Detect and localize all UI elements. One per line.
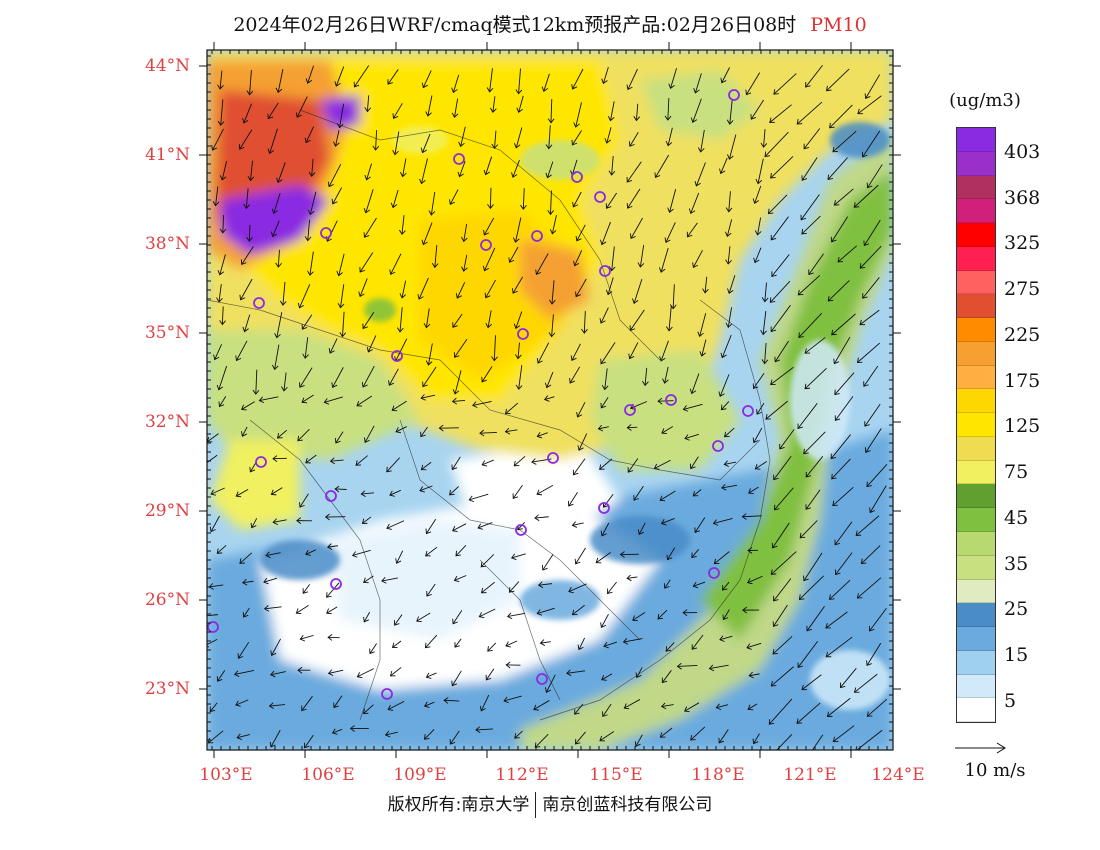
city-marker-icon [536, 673, 548, 685]
legend-color-band [957, 627, 995, 651]
legend-color-band [957, 365, 995, 390]
city-marker-icon [547, 452, 559, 464]
footer-separator [535, 792, 537, 818]
lat-tick: 41°N [145, 145, 190, 165]
legend-label: 5 [1004, 690, 1017, 712]
city-marker-icon [453, 153, 465, 165]
concentration-field [207, 50, 893, 750]
city-marker-icon [712, 440, 724, 452]
legend-color-band [957, 555, 995, 580]
city-marker-icon [320, 227, 332, 239]
city-marker-icon [253, 297, 265, 309]
legend-label: 45 [1004, 507, 1029, 529]
legend-color-band [957, 508, 995, 533]
legend-label: 368 [1004, 187, 1041, 209]
lat-tick: 26°N [145, 590, 190, 610]
legend-color-band [957, 151, 995, 176]
legend-color-band [957, 532, 995, 556]
footer-credit: 版权所有:南京大学 南京创蓝科技有限公司 [0, 790, 1100, 818]
city-marker-icon [207, 621, 219, 633]
city-marker-icon [599, 265, 611, 277]
legend-unit: (ug/m3) [949, 90, 1021, 111]
longitude-labels: 103°E 106°E 109°E 112°E 115°E 118°E 121°… [199, 765, 924, 785]
legend-color-band [957, 650, 995, 675]
wind-reference-vector: 10 m/s [945, 738, 1055, 788]
legend-color-band [957, 579, 995, 604]
city-marker-icon [624, 404, 636, 416]
lat-tick: 35°N [145, 323, 190, 343]
legend-color-band [957, 270, 995, 295]
city-marker-icon [391, 350, 403, 362]
city-marker-icon [325, 490, 337, 502]
legend-label: 25 [1004, 598, 1029, 620]
reference-vector-label: 10 m/s [964, 760, 1026, 781]
legend-label: 125 [1004, 415, 1041, 437]
legend-color-band [957, 460, 995, 485]
lon-tick: 112°E [495, 765, 548, 785]
chart-title: 2024年02月26日WRF/cmaq模式12km预报产品:02月26日08时 P… [0, 10, 1100, 40]
wind-vector-field [207, 64, 888, 750]
species-label: PM10 [810, 14, 867, 36]
city-marker-icon [594, 191, 606, 203]
legend-color-band [957, 389, 995, 414]
legend-label: 75 [1004, 461, 1029, 483]
legend-color-band [957, 318, 995, 342]
map-frame [206, 49, 894, 751]
legend-color-band [957, 674, 995, 699]
lon-tick: 115°E [589, 765, 642, 785]
city-marker-icon [255, 456, 267, 468]
city-marker-icon [708, 567, 720, 579]
lon-tick: 121°E [783, 765, 836, 785]
footer-right: 南京创蓝科技有限公司 [542, 795, 713, 815]
legend-color-band [957, 603, 995, 628]
city-marker-icon [330, 578, 342, 590]
legend-color-band [957, 175, 995, 200]
footer-left: 版权所有:南京大学 [387, 795, 530, 815]
legend-label: 225 [1004, 324, 1041, 346]
city-marker-icon [381, 688, 393, 700]
city-markers [207, 89, 754, 700]
city-marker-icon [728, 89, 740, 101]
legend-color-band [957, 294, 995, 319]
legend-color-band [957, 223, 995, 247]
legend-color-band [957, 199, 995, 224]
lon-tick: 103°E [199, 765, 252, 785]
lat-tick: 23°N [145, 679, 190, 699]
lon-tick: 124°E [871, 765, 924, 785]
city-marker-icon [742, 405, 754, 417]
legend-label: 275 [1004, 278, 1041, 300]
city-marker-icon [598, 502, 610, 514]
legend-color-band [957, 128, 995, 152]
latitude-labels: 44°N 41°N 38°N 35°N 32°N 29°N 26°N 23°N [145, 56, 190, 699]
city-marker-icon [571, 171, 583, 183]
reference-arrow-icon [955, 742, 1006, 754]
lat-tick: 29°N [145, 501, 190, 521]
legend-label: 325 [1004, 232, 1041, 254]
legend-label: 403 [1004, 141, 1041, 163]
color-legend [956, 127, 996, 723]
city-marker-icon [515, 524, 527, 536]
lat-tick: 38°N [145, 234, 190, 254]
lat-tick: 44°N [145, 56, 190, 76]
city-marker-icon [517, 328, 529, 340]
legend-color-band [957, 341, 995, 366]
legend-color-band [957, 484, 995, 509]
lon-tick: 118°E [691, 765, 744, 785]
legend-label: 35 [1004, 553, 1029, 575]
legend-label: 15 [1004, 644, 1029, 666]
title-text: 2024年02月26日WRF/cmaq模式12km预报产品:02月26日08时 [233, 14, 797, 36]
legend-color-band [957, 246, 995, 271]
lon-tick: 109°E [393, 765, 446, 785]
legend-color-band [957, 436, 995, 461]
lon-tick: 106°E [301, 765, 354, 785]
city-marker-icon [480, 239, 492, 251]
legend-label: 175 [1004, 370, 1041, 392]
legend-color-band [957, 698, 995, 723]
city-marker-icon [531, 230, 543, 242]
legend-color-band [957, 413, 995, 437]
city-marker-icon [665, 394, 677, 406]
lat-tick: 32°N [145, 412, 190, 432]
